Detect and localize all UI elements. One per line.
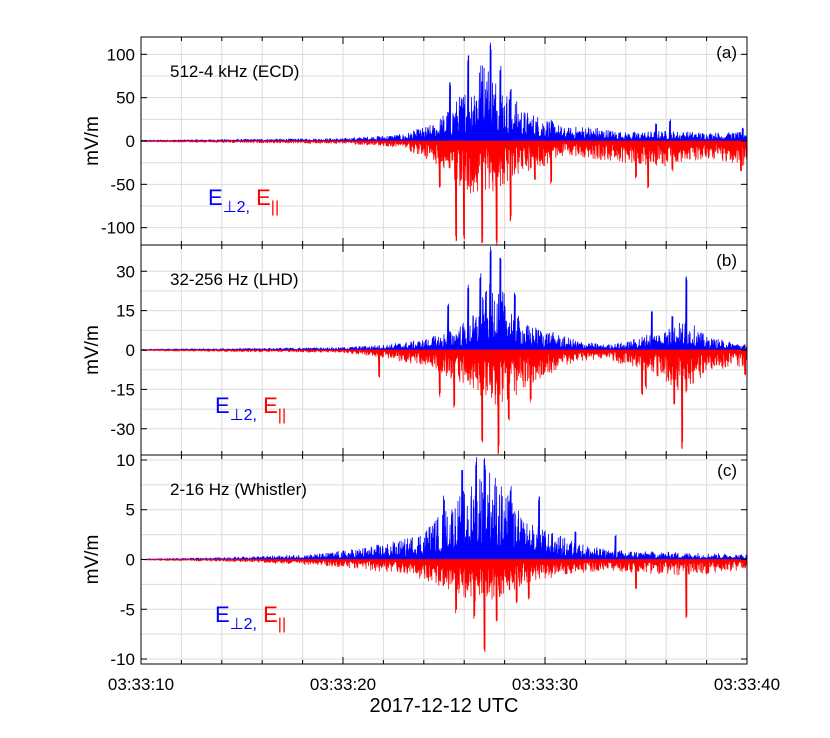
series-line-e-parallel <box>141 349 747 455</box>
legend-separator: , <box>253 616 257 633</box>
legend-e-perp2-subscript: ⊥2 <box>230 616 253 633</box>
legend-e-parallel: E <box>250 185 271 210</box>
y-tick-label: -30 <box>110 420 135 439</box>
legend-e-perp2: E <box>215 393 230 418</box>
x-tick-label: 03:33:20 <box>310 675 376 694</box>
legend-e-perp2-subscript: ⊥2 <box>230 407 253 424</box>
y-tick-label: -5 <box>120 600 135 619</box>
series-line-e-perp2 <box>141 42 747 142</box>
legend-e-perp2: E <box>215 602 230 627</box>
x-axis-label: 2017-12-12 UTC <box>370 695 519 717</box>
panel-title: 2-16 Hz (Whistler) <box>170 480 307 499</box>
y-tick-label: -50 <box>110 175 135 194</box>
series-line-e-parallel <box>141 140 747 245</box>
panel-data <box>141 246 747 455</box>
x-tick-label: 03:33:10 <box>108 675 174 694</box>
panel-title: 32-256 Hz (LHD) <box>170 270 299 289</box>
y-tick-label: 5 <box>126 501 135 520</box>
y-tick-label: 15 <box>116 302 135 321</box>
y-axis-label: mV/m <box>82 116 103 166</box>
panel-data <box>141 456 747 653</box>
y-tick-label: -15 <box>110 380 135 399</box>
x-tick-label: 03:33:30 <box>512 675 578 694</box>
legend-e-parallel: E <box>257 602 278 627</box>
panel-data <box>141 42 747 245</box>
panel-letter: (b) <box>716 251 737 270</box>
y-tick-label: 0 <box>126 132 135 151</box>
y-tick-label: 100 <box>107 45 135 64</box>
legend-e-parallel: E <box>257 393 278 418</box>
panel-letter: (a) <box>716 43 737 62</box>
y-tick-label: 0 <box>126 341 135 360</box>
legend-separator: , <box>246 199 250 216</box>
legend-e-parallel-subscript: || <box>271 199 279 216</box>
x-tick-label: 03:33:40 <box>714 675 780 694</box>
legend-e-perp2-subscript: ⊥2 <box>223 199 246 216</box>
y-tick-label: 50 <box>116 89 135 108</box>
panel-title: 512-4 kHz (ECD) <box>170 62 299 81</box>
legend-e-perp2: E <box>208 185 223 210</box>
legend-e-parallel-subscript: || <box>278 407 286 424</box>
y-axis-label: mV/m <box>82 535 103 585</box>
legend: E⊥2, E|| <box>215 393 286 424</box>
y-tick-label: 30 <box>116 262 135 281</box>
y-tick-label: -10 <box>110 650 135 669</box>
series-line-e-parallel <box>141 559 747 653</box>
legend-separator: , <box>253 407 257 424</box>
y-axis-label: mV/m <box>82 325 103 375</box>
legend: E⊥2, E|| <box>215 602 286 633</box>
panel-letter: (c) <box>717 461 737 480</box>
y-tick-label: 10 <box>116 451 135 470</box>
y-tick-label: 0 <box>126 551 135 570</box>
y-tick-label: -100 <box>101 219 135 238</box>
panel-1: 100 50 0 -50 -100 mV/m 512-4 kHz (ECD) (a) E⊥2, … <box>82 36 748 246</box>
series-line-e-perp2 <box>141 246 747 351</box>
legend: E⊥2, E|| <box>208 185 279 216</box>
panel-3: 10 5 0 -5 -10 mV/m 2-16 Hz (Whistler) (c) E⊥2, E… <box>82 451 748 669</box>
legend-e-parallel-subscript: || <box>278 616 286 633</box>
series-line-e-perp2 <box>141 456 747 560</box>
